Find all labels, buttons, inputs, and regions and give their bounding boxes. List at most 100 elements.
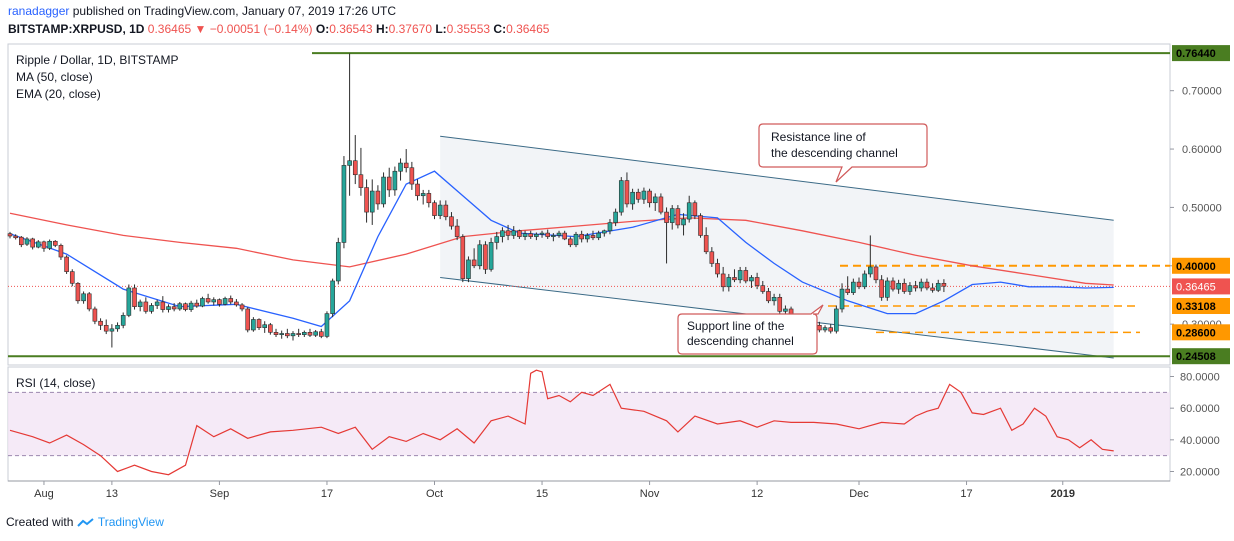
candle [760,280,766,294]
level-label-3: 0.33108 [1172,298,1230,315]
candle [596,230,601,241]
candle [335,237,341,285]
candle [935,279,941,293]
candle-body [771,296,777,302]
candle-body [607,222,613,232]
candle [918,278,924,292]
candle-body [392,170,398,191]
support-text-1: Support line of the [687,319,785,333]
candle-body [845,288,850,293]
candle-body [466,259,471,279]
candle [132,284,137,310]
candle-body [715,263,720,275]
candle [720,266,726,292]
candle-body [52,240,58,246]
candle-body [517,230,522,237]
legend-ma: MA (50, close) [16,70,93,84]
candle [183,302,188,312]
candle-body [681,218,686,226]
candle [669,205,675,230]
candle [35,240,41,249]
candle [154,299,160,309]
candle [862,270,867,290]
candle [488,237,494,272]
candle [386,167,392,197]
candle [556,230,562,238]
candle [437,200,443,220]
candle [607,219,613,235]
price-pane-border [7,43,1171,366]
candle [732,269,737,283]
candle [313,329,318,337]
candle-body [313,331,318,336]
candle [828,324,834,334]
candle-body [585,235,590,240]
candle-body [494,236,500,243]
rsi-band [8,392,1170,456]
candle [579,230,584,243]
resistance-callout: Resistance line of the descending channe… [758,123,928,183]
candle-body [307,332,313,336]
candle-body [675,208,681,226]
candle-body [183,303,188,310]
author-link[interactable]: ranadagger [8,4,70,18]
time-tick-label: 15 [536,488,548,500]
tradingview-link[interactable]: TradingView [97,515,164,529]
symbol-line: BITSTAMP:XRPUSD, 1D 0.36465 ▼ −0.00051 (… [8,22,549,36]
candle-body [364,187,369,213]
candle-body [658,196,664,213]
candle-body [534,233,539,237]
candle-body [856,281,862,288]
candle-body [109,328,115,332]
candle-body [884,280,890,298]
candle [590,230,596,241]
last-price: 0.36465 [147,22,192,36]
candle [568,236,573,248]
candle [381,172,386,208]
candle [262,321,268,333]
candle-body [664,211,669,223]
candle-body [188,302,194,310]
candle-body [698,215,703,236]
candle [709,247,715,267]
created-with-text: Created with [6,515,74,529]
candle [285,328,290,339]
candle-body [783,308,788,312]
candle-body [330,280,335,314]
candle-body [30,238,35,248]
candle [686,195,692,223]
candle [222,296,228,306]
candle [681,213,686,236]
candle-body [160,301,166,310]
candle [851,278,856,295]
candle [137,299,143,312]
candle-body [69,271,75,284]
candle [743,266,749,284]
candle-body [341,165,347,243]
candle-body [901,282,907,292]
published-text: published on TradingView.com, January 07… [72,4,397,18]
candle-body [437,204,443,216]
candle [924,278,930,291]
candle-body [86,293,92,310]
candle [171,303,177,312]
candle [81,291,86,304]
candle-body [132,287,137,307]
candle-body [251,319,256,331]
candle [630,188,635,210]
candle-body [273,332,279,335]
candle-body [120,315,126,326]
candle [641,187,647,204]
candle-body [460,236,466,279]
candle [324,311,330,339]
candle [601,229,607,237]
candle [907,282,913,295]
candle [307,328,313,337]
candle-body [398,162,403,172]
time-tick-label: 2019 [1051,488,1075,500]
candle-body [568,238,573,246]
candle-body [415,183,420,197]
candle [426,189,432,208]
candle-body [194,302,200,307]
